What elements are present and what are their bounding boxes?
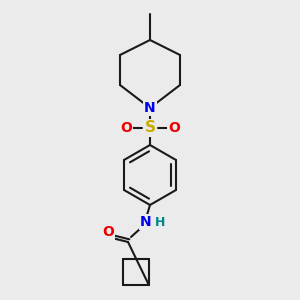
Text: N: N [140, 215, 152, 229]
Text: H: H [155, 215, 165, 229]
Text: O: O [168, 121, 180, 135]
Text: O: O [120, 121, 132, 135]
Text: O: O [102, 225, 114, 239]
Text: S: S [145, 121, 155, 136]
Text: N: N [144, 101, 156, 115]
